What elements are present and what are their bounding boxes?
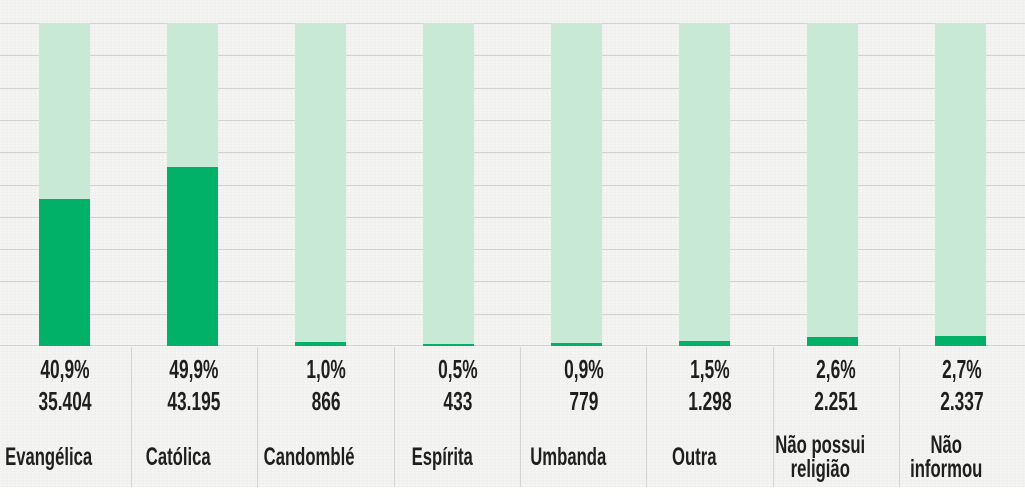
bar-fill-candomble[interactable]: [294, 342, 346, 346]
bar-fill-outra[interactable]: [679, 340, 731, 346]
percent-label: 0,9%: [564, 354, 604, 384]
bar-fill-nao-possui-religiao[interactable]: [807, 336, 859, 346]
bar-fill-catolica[interactable]: [166, 166, 218, 346]
category-name-wrap: Católica: [132, 432, 257, 482]
plot-area: [0, 23, 1025, 346]
bar-column-umbanda: [513, 23, 641, 346]
percent-label: 40,9%: [40, 354, 90, 384]
category-name-wrap: Espírita: [395, 432, 520, 482]
label-cell-nao-possui-religiao: 2,6% 2.251 Não possui religião: [772, 347, 899, 487]
bar-columns-layer: [0, 23, 1025, 346]
bar-track-espirita: [422, 23, 474, 346]
gridline: [0, 55, 1025, 57]
label-cell-nao-informou: 2,7% 2.337 Não informou: [898, 347, 1025, 487]
percent-label: 2,7%: [942, 354, 983, 384]
gridline: [0, 184, 1025, 186]
bar-fill-umbanda[interactable]: [551, 342, 603, 346]
category-name-wrap: Outra: [647, 432, 772, 482]
bar-fill-nao-informou[interactable]: [935, 336, 987, 346]
bar-column-outra: [641, 23, 769, 346]
category-name-wrap: Candomblé: [258, 432, 394, 482]
bar-column-catolica: [128, 23, 256, 346]
bar-column-espirita: [384, 23, 512, 346]
gridline: [0, 313, 1025, 315]
bar-column-nao-possui-religiao: [769, 23, 897, 346]
count-label: 866: [311, 386, 341, 416]
chart-canvas: 40,9% 35.404 Evangélica 49,9% 43.195 Católica…: [0, 0, 1025, 487]
bar-column-evangelica: [0, 23, 128, 346]
bar-track-evangelica: [38, 23, 90, 346]
category-label: Espírita: [411, 443, 473, 471]
category-label: Umbanda: [530, 443, 607, 471]
gridline: [0, 249, 1025, 251]
count-label: 2.251: [814, 386, 858, 416]
count-label: 779: [569, 386, 599, 416]
label-cell-evangelica: 40,9% 35.404 Evangélica: [0, 347, 131, 487]
count-label: 43.195: [167, 386, 221, 416]
category-label: Evangélica: [5, 443, 93, 471]
percent-label: 49,9%: [169, 354, 219, 384]
category-name-wrap: Não informou: [900, 432, 1025, 482]
label-cell-candomble: 1,0% 866 Candomblé: [256, 347, 394, 487]
bar-fill-evangelica[interactable]: [38, 199, 90, 346]
bar-column-candomble: [256, 23, 384, 346]
label-cell-espirita: 0,5% 433 Espírita: [393, 347, 520, 487]
category-label: Outra: [672, 443, 717, 471]
label-cell-catolica: 49,9% 43.195 Católica: [130, 347, 257, 487]
gridline: [0, 87, 1025, 89]
category-name-wrap: Umbanda: [521, 432, 646, 482]
gridline: [0, 281, 1025, 283]
bar-fill-espirita[interactable]: [422, 344, 474, 346]
category-label: Católica: [146, 443, 212, 471]
label-cell-outra: 1,5% 1.298 Outra: [646, 347, 772, 487]
category-name-wrap: Não possui religião: [774, 432, 899, 482]
gridline: [0, 23, 1025, 24]
bar-track-candomble: [294, 23, 346, 346]
bar-track-umbanda: [551, 23, 603, 346]
gridline: [0, 216, 1025, 218]
count-label: 433: [443, 386, 473, 416]
label-cell-umbanda: 0,9% 779 Umbanda: [520, 347, 646, 487]
bar-track-nao-informou: [935, 23, 987, 346]
percent-label: 1,0%: [306, 354, 346, 384]
bar-track-catolica: [166, 23, 218, 346]
bar-column-nao-informou: [897, 23, 1025, 346]
label-row: 40,9% 35.404 Evangélica 49,9% 43.195 Católica…: [0, 347, 1025, 487]
category-label: Candomblé: [263, 443, 355, 471]
gridline: [0, 345, 1025, 346]
category-name-wrap: Evangélica: [0, 432, 131, 482]
bar-track-nao-possui-religiao: [807, 23, 859, 346]
category-label: Não informou: [910, 431, 983, 483]
gridline: [0, 152, 1025, 154]
bar-track-outra: [679, 23, 731, 346]
count-label: 1.298: [688, 386, 732, 416]
count-label: 2.337: [940, 386, 985, 416]
gridline: [0, 119, 1025, 121]
percent-label: 0,5%: [437, 354, 478, 384]
percent-label: 1,5%: [690, 354, 730, 384]
category-label: Não possui religião: [775, 431, 866, 483]
count-label: 35.404: [38, 386, 92, 416]
percent-label: 2,6%: [816, 354, 856, 384]
